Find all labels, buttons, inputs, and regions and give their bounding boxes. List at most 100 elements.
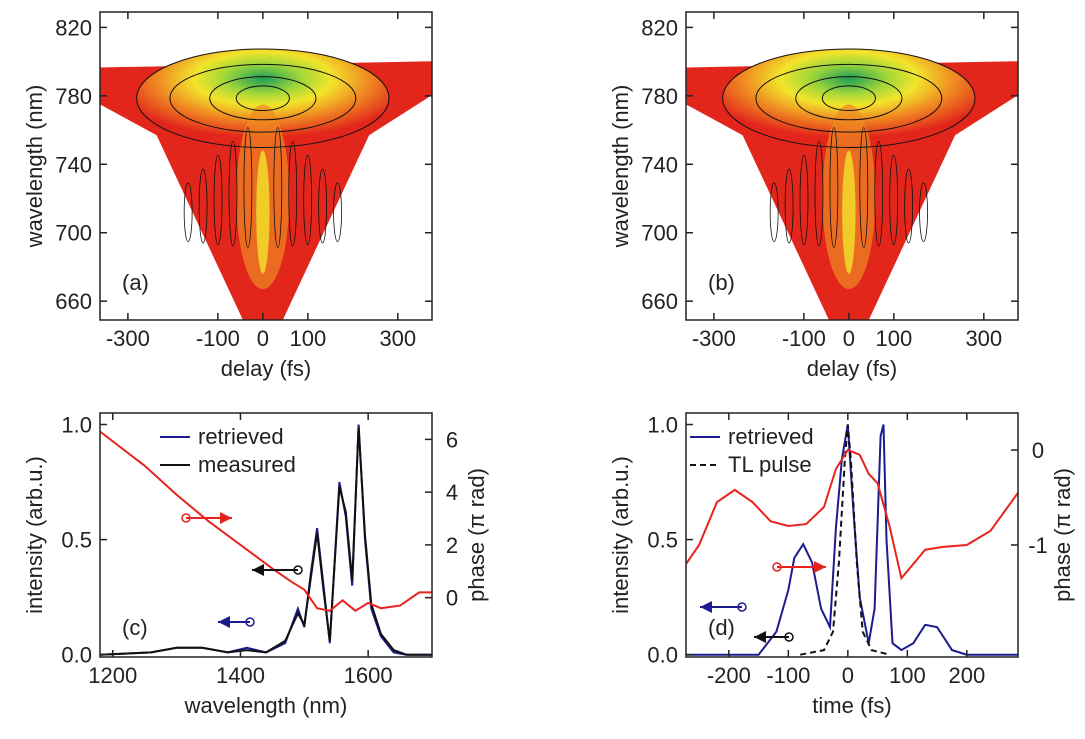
y-tick-label: 1.0 [61, 413, 92, 438]
y2-tick-label: 4 [446, 480, 458, 505]
legend-label: retrieved [198, 424, 284, 449]
panel-label: (d) [708, 615, 735, 640]
y-tick-label: 0.0 [647, 643, 678, 668]
contour-line [859, 127, 869, 249]
x-tick-label: -300 [106, 326, 150, 351]
x-tick-label: 0 [843, 326, 855, 351]
y-axis-title: intensity (arb.u.) [22, 456, 47, 614]
contour-line [904, 168, 913, 244]
panel-label: (a) [122, 270, 149, 295]
contour-line [722, 48, 976, 149]
y2-tick-label: -1 [1028, 533, 1048, 558]
legend-label: TL pulse [728, 452, 812, 477]
y-tick-label: 740 [55, 152, 92, 177]
x-tick-label: -100 [766, 663, 810, 688]
contour-line [235, 85, 290, 112]
y2-tick-label: 6 [446, 427, 458, 452]
contour-line [243, 127, 253, 249]
x-tick-label: -100 [196, 326, 240, 351]
data-line [685, 448, 1019, 581]
contour-line [213, 154, 223, 245]
contour-line [209, 76, 317, 121]
y-axis-title: wavelength (nm) [22, 85, 47, 249]
annotation-head [754, 631, 766, 643]
panel-label: (b) [708, 270, 735, 295]
y2-tick-label: 0 [1032, 438, 1044, 463]
plot-frame [685, 11, 1019, 321]
contour-line [814, 140, 824, 247]
contour-line [288, 140, 298, 247]
y2-axis-title: phase (π rad) [1050, 468, 1075, 602]
x-tick-label: 300 [379, 326, 416, 351]
x-tick-label: 1400 [216, 663, 265, 688]
y-tick-label: 660 [55, 289, 92, 314]
y-tick-label: 0.0 [61, 643, 92, 668]
data-line [99, 430, 432, 613]
contour-line [874, 140, 884, 247]
y-tick-label: 780 [55, 84, 92, 109]
plot-frame [99, 11, 433, 321]
contour-line [183, 182, 193, 242]
panel-label: (c) [122, 615, 148, 640]
contour-band [842, 150, 856, 274]
y-tick-label: 820 [55, 15, 92, 40]
x-axis-title: delay (fs) [221, 356, 311, 381]
y-tick-label: 0.5 [61, 528, 92, 553]
x-axis-title: time (fs) [812, 693, 891, 718]
y2-tick-label: 2 [446, 533, 458, 558]
plot-frame [99, 412, 433, 658]
y2-tick-label: 0 [446, 586, 458, 611]
annotation-head [218, 616, 230, 628]
contour-line [795, 76, 903, 121]
y-tick-label: 0.5 [647, 528, 678, 553]
contour-line [318, 168, 327, 244]
x-tick-label: 200 [948, 663, 985, 688]
data-line [800, 424, 890, 656]
annotation-head [220, 512, 232, 524]
contour-line [273, 127, 283, 249]
annotation-head [700, 601, 712, 613]
contour-line [889, 154, 899, 245]
x-tick-label: 100 [289, 326, 326, 351]
contour-line [136, 48, 390, 149]
contour-line [755, 63, 943, 133]
y-tick-label: 740 [641, 152, 678, 177]
legend-label: measured [198, 452, 296, 477]
contour-line [919, 182, 928, 242]
x-tick-label: 100 [875, 326, 912, 351]
contour-line [303, 154, 313, 245]
contour-map [100, 48, 432, 320]
x-tick-label: -300 [692, 326, 736, 351]
y-tick-label: 1.0 [647, 413, 678, 438]
y-tick-label: 780 [641, 84, 678, 109]
x-tick-label: 0 [257, 326, 269, 351]
x-tick-label: 300 [965, 326, 1002, 351]
contour-line [799, 154, 809, 245]
contour-map [686, 48, 1018, 320]
contour-line [198, 168, 208, 244]
contour-line [228, 140, 238, 247]
y-axis-title: wavelength (nm) [608, 85, 633, 249]
x-tick-label: -100 [782, 326, 826, 351]
contour-line [333, 182, 342, 242]
x-tick-label: 1200 [88, 663, 137, 688]
x-axis-title: wavelength (nm) [184, 693, 348, 718]
contour-band [256, 150, 270, 274]
annotation-head [814, 561, 826, 573]
contour-line [821, 85, 876, 112]
contour-line [784, 168, 794, 244]
x-tick-label: 100 [889, 663, 926, 688]
data-line [99, 426, 432, 656]
y-tick-label: 820 [641, 15, 678, 40]
x-tick-label: 1600 [344, 663, 393, 688]
y-tick-label: 700 [641, 221, 678, 246]
x-axis-title: delay (fs) [807, 356, 897, 381]
plot-frame [685, 412, 1019, 658]
contour-line [169, 63, 357, 133]
y2-axis-title: phase (π rad) [464, 468, 489, 602]
y-tick-label: 700 [55, 221, 92, 246]
legend-label: retrieved [728, 424, 814, 449]
y-axis-title: intensity (arb.u.) [608, 456, 633, 614]
y-tick-label: 660 [641, 289, 678, 314]
